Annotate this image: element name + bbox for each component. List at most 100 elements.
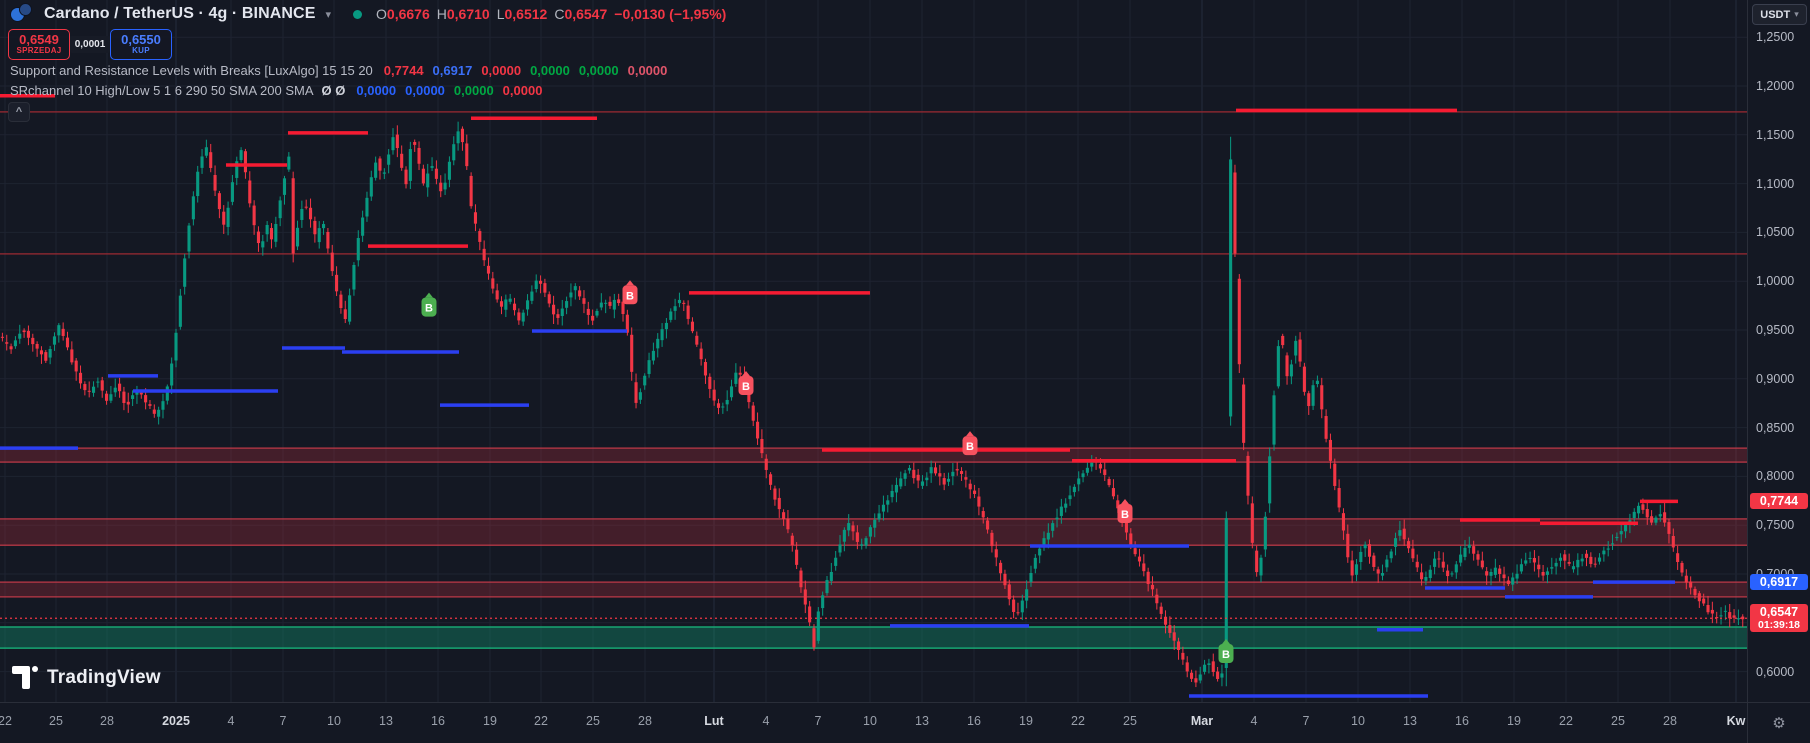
indicator-values: 0,0000 0,0000 0,0000 0,0000 bbox=[356, 83, 542, 98]
indicator-value: 0,0000 bbox=[627, 63, 668, 78]
sell-signal-badge: B bbox=[962, 431, 978, 456]
time-axis-label: 2025 bbox=[162, 714, 190, 728]
axis-corner: ⚙ bbox=[1747, 702, 1810, 743]
time-axis-label: 22 bbox=[1071, 714, 1085, 728]
svg-text:B: B bbox=[966, 441, 974, 453]
indicator-value: 0,0000 bbox=[578, 63, 619, 78]
ohlc-values: O0,6676 H0,6710 L0,6512 C0,6547 −0,0130 … bbox=[376, 6, 726, 22]
time-axis-label: Kw bbox=[1726, 714, 1746, 728]
time-axis-label: 22 bbox=[1559, 714, 1573, 728]
time-axis-label: 7 bbox=[279, 714, 287, 728]
indicator-values: 0,7744 0,6917 0,0000 0,0000 0,0000 0,0000 bbox=[384, 63, 668, 78]
time-axis-label: 16 bbox=[431, 714, 445, 728]
time-axis-label: 4 bbox=[1250, 714, 1258, 728]
time-axis-label: 4 bbox=[762, 714, 770, 728]
price-axis-label: 0,9500 bbox=[1756, 323, 1795, 337]
pair-logo-icon bbox=[10, 3, 36, 25]
price-axis-label: 1,2000 bbox=[1756, 79, 1795, 93]
tradingview-logo[interactable]: TradingView bbox=[12, 666, 161, 689]
svg-text:B: B bbox=[1222, 649, 1230, 661]
price-axis-label: 1,1000 bbox=[1756, 176, 1795, 191]
low-label: L bbox=[496, 6, 505, 22]
price-axis-label: 1,0500 bbox=[1756, 225, 1795, 240]
price-chart-canvas[interactable]: B B B B B B bbox=[0, 0, 1747, 702]
time-axis-label: 10 bbox=[863, 714, 877, 728]
buy-button[interactable]: 0,6550 KUP bbox=[110, 29, 172, 60]
symbol-title[interactable]: Cardano / TetherUS · 4g · BINANCE bbox=[44, 5, 316, 22]
buy-signal-badge: B bbox=[421, 292, 437, 317]
price-axis-label: 0,6000 bbox=[1756, 664, 1795, 679]
high-label: H bbox=[436, 6, 447, 22]
indicator-row-srchannel[interactable]: SRchannel 10 High/Low 5 1 6 290 50 SMA 2… bbox=[10, 83, 542, 98]
market-status-icon[interactable] bbox=[353, 9, 363, 19]
time-axis-label: 25 bbox=[1123, 714, 1137, 728]
currency-selector-button[interactable]: USDT ▾ bbox=[1752, 4, 1807, 25]
bar-countdown-timer: 01:39:18 bbox=[1757, 619, 1801, 632]
time-axis-label: Mar bbox=[1190, 714, 1214, 728]
close-label: C bbox=[554, 6, 565, 22]
time-axis[interactable]: 22 25 28 2025 4 7 10 13 16 19 22 25 28 Lut 4 7 10 13 16 19 2… bbox=[0, 702, 1747, 743]
svg-text:B: B bbox=[425, 303, 433, 315]
price-level-badge: 0,6917 bbox=[1750, 574, 1808, 591]
time-axis-label: 16 bbox=[967, 714, 981, 728]
indicator-value: 0,0000 bbox=[530, 63, 570, 78]
buy-label: KUP bbox=[132, 46, 150, 56]
sell-price: 0,6549 bbox=[19, 31, 59, 47]
change-value: −0,0130 (−1,95%) bbox=[614, 6, 727, 22]
time-axis-label: 25 bbox=[586, 714, 600, 728]
sell-signal-badge: B bbox=[1117, 499, 1133, 523]
indicator-name: SRchannel 10 High/Low 5 1 6 290 50 SMA 2… bbox=[10, 83, 314, 98]
price-axis[interactable]: USDT ▾ 1,2500 1,2000 1,1500 1,1000 1,0500 1,0… bbox=[1747, 0, 1810, 702]
axis-settings-gear-icon[interactable]: ⚙ bbox=[1772, 715, 1786, 732]
price-axis-label: 0,7500 bbox=[1756, 518, 1795, 533]
indicator-value: 0,0000 bbox=[453, 83, 494, 98]
price-axis-label: 1,2500 bbox=[1756, 30, 1795, 45]
time-axis-label: 25 bbox=[1611, 714, 1625, 728]
svg-text:B: B bbox=[1121, 509, 1129, 521]
time-axis-label: 19 bbox=[483, 714, 497, 728]
open-label: O bbox=[376, 6, 387, 22]
sell-label: SPRZEDAJ bbox=[16, 46, 62, 56]
price-axis-label: 1,1500 bbox=[1756, 127, 1795, 142]
buy-signal-badge: B bbox=[1218, 639, 1234, 664]
time-axis-label: 28 bbox=[100, 714, 114, 728]
time-axis-label: 28 bbox=[638, 714, 652, 728]
time-axis-label: 25 bbox=[49, 714, 63, 728]
indicator-value: 0,6917 bbox=[432, 63, 473, 78]
time-axis-label: 13 bbox=[915, 714, 929, 728]
tradingview-logo-icon bbox=[12, 666, 38, 689]
indicator-row-luxalgo[interactable]: Support and Resistance Levels with Break… bbox=[10, 63, 667, 78]
indicator-value: 0,0000 bbox=[502, 83, 543, 98]
svg-text:B: B bbox=[626, 290, 634, 302]
collapse-indicators-button[interactable]: ^ bbox=[8, 102, 30, 122]
sell-button[interactable]: 0,6549 SPRZEDAJ bbox=[8, 29, 70, 60]
time-axis-label: 19 bbox=[1507, 714, 1521, 728]
price-axis-label: 0,9000 bbox=[1756, 371, 1795, 386]
time-axis-label: 16 bbox=[1455, 714, 1469, 728]
indicator-value: 0,0000 bbox=[481, 63, 522, 78]
time-axis-label: 4 bbox=[227, 714, 235, 728]
time-axis-label: 19 bbox=[1019, 714, 1033, 728]
open-value: 0,6676 bbox=[386, 6, 430, 22]
price-axis-label: 0,8000 bbox=[1756, 469, 1795, 484]
symbol-header: Cardano / TetherUS · 4g · BINANCE ▾ O0,6… bbox=[10, 3, 726, 25]
indicator-value: 0,0000 bbox=[356, 83, 397, 98]
buy-price: 0,6550 bbox=[121, 31, 161, 47]
chevron-down-icon[interactable]: ▾ bbox=[325, 8, 332, 21]
trade-buttons: 0,6549 SPRZEDAJ 0,0001 0,6550 KUP bbox=[8, 29, 172, 60]
time-axis-label: 7 bbox=[1302, 714, 1310, 728]
price-level-badge: 0,7744 bbox=[1750, 493, 1808, 510]
current-price-badge: 0,6547 01:39:18 bbox=[1750, 604, 1808, 633]
time-axis-label: 10 bbox=[1351, 714, 1365, 728]
svg-text:B: B bbox=[742, 381, 750, 393]
close-value: 0,6547 bbox=[564, 6, 608, 22]
time-axis-label: 10 bbox=[327, 714, 341, 728]
sell-signal-badge: B bbox=[622, 280, 638, 305]
high-value: 0,6710 bbox=[446, 6, 490, 22]
time-axis-label: 13 bbox=[379, 714, 393, 728]
price-axis-label: 1,0000 bbox=[1756, 274, 1795, 289]
currency-label: USDT bbox=[1760, 8, 1791, 21]
price-axis-label: 0,8500 bbox=[1756, 420, 1795, 435]
indicator-name: Support and Resistance Levels with Break… bbox=[10, 63, 373, 78]
